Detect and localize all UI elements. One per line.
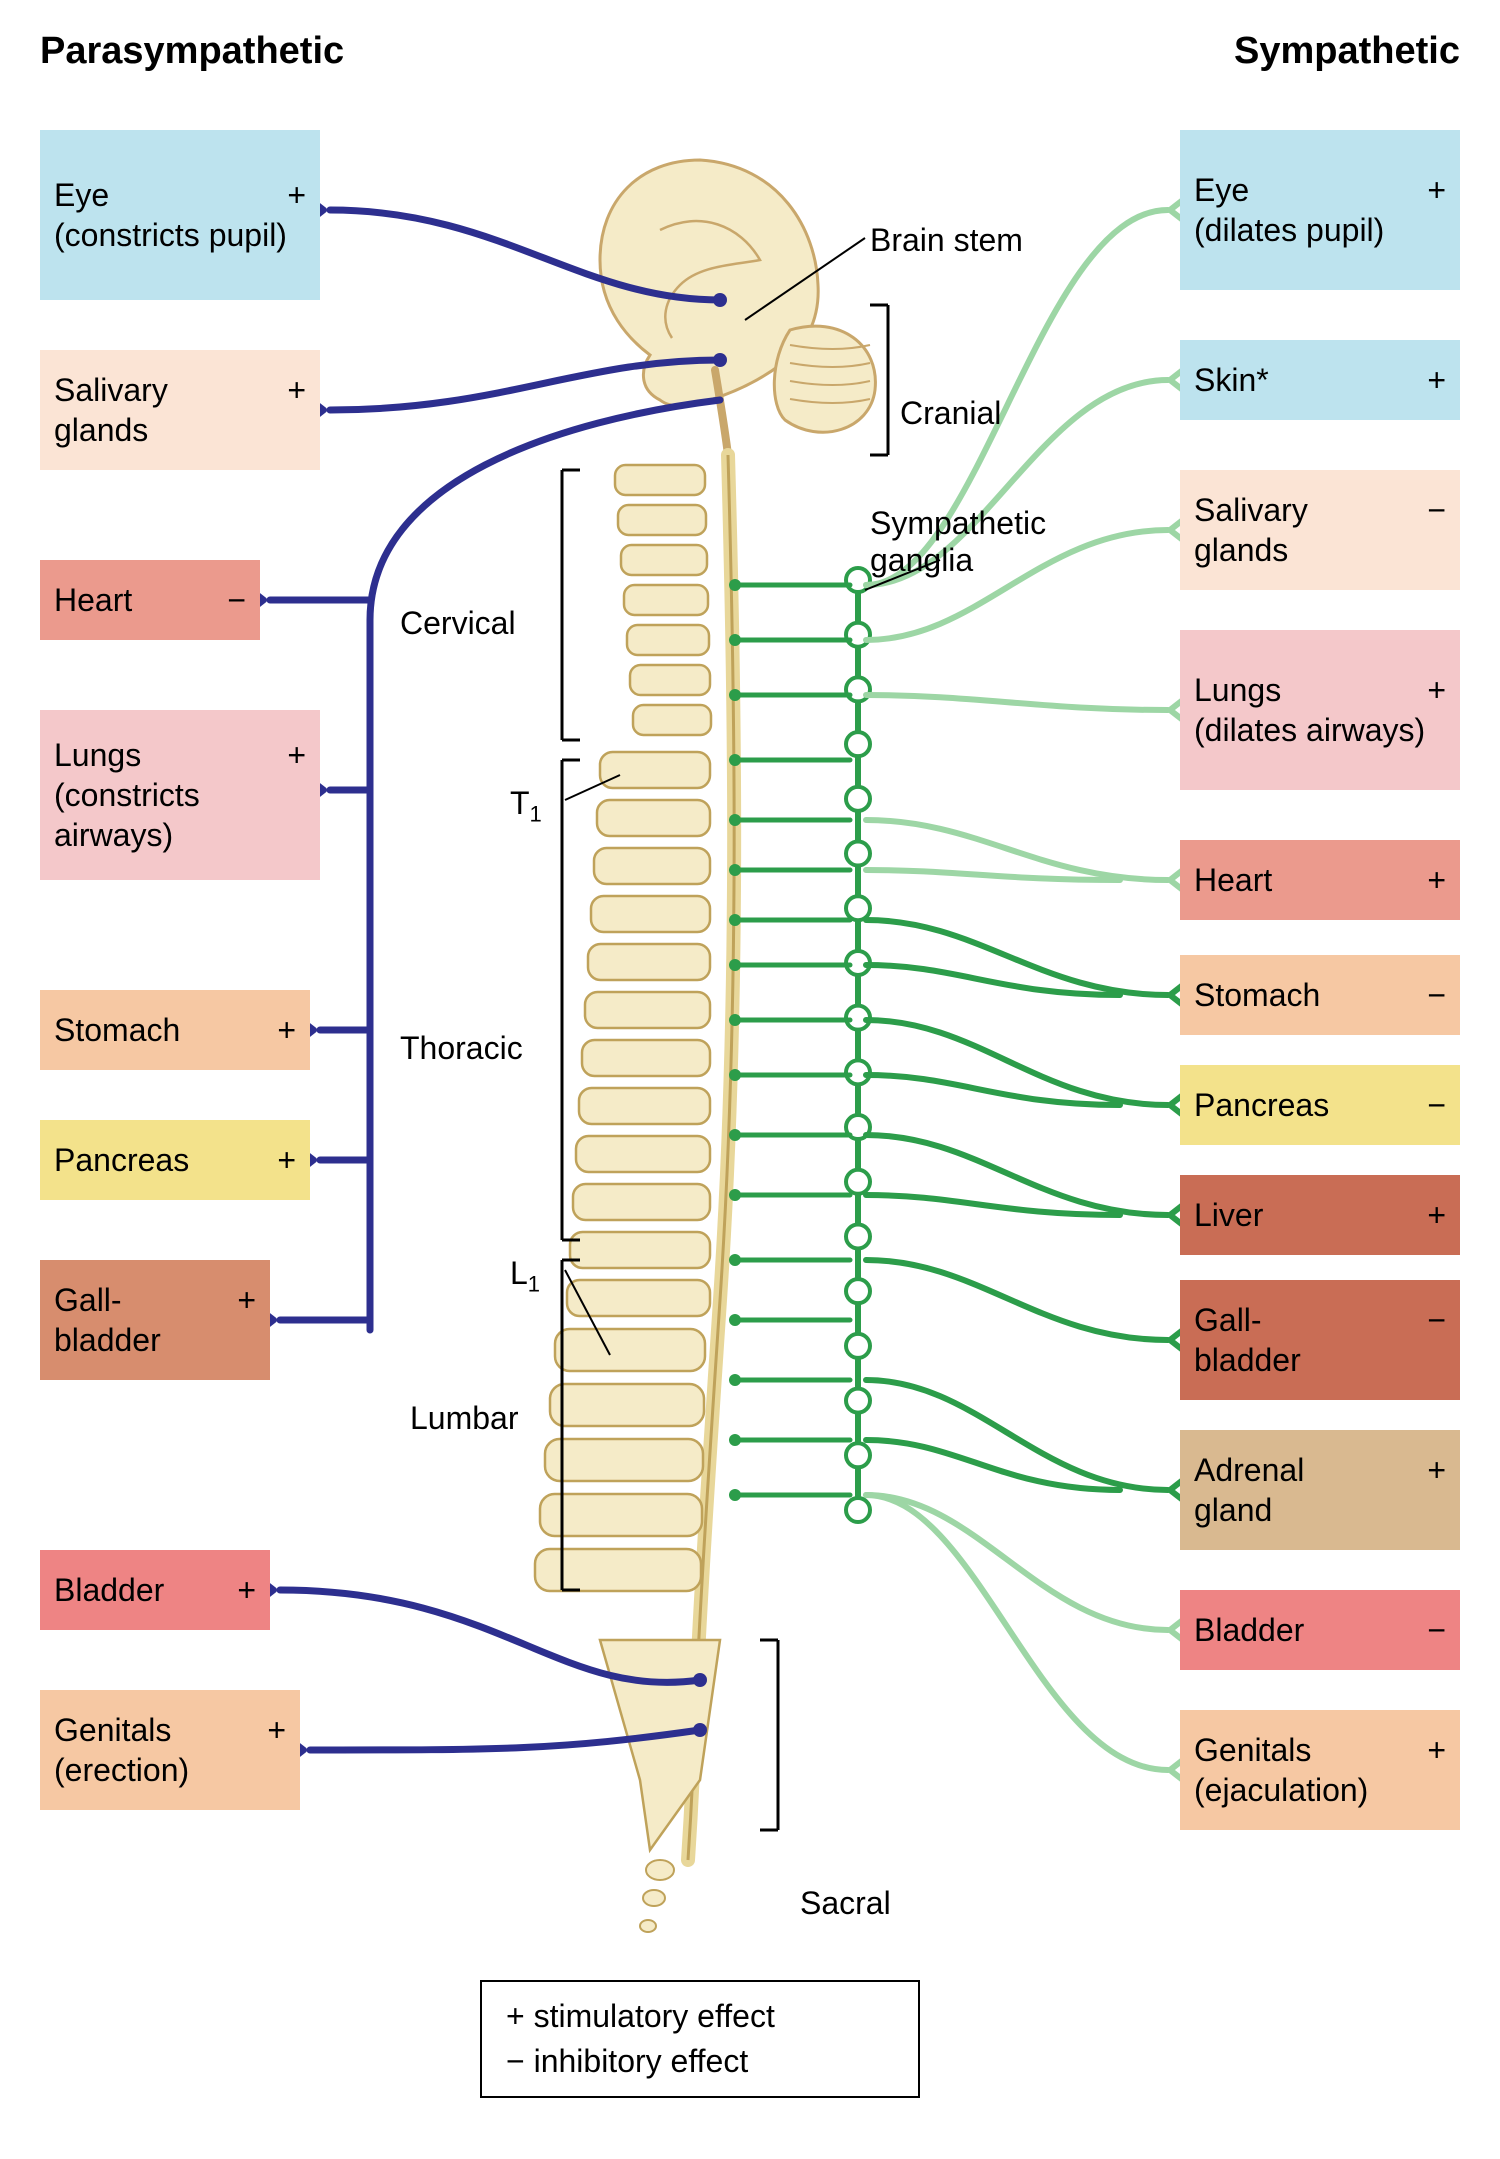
spine-label-4: T1 xyxy=(510,785,542,827)
para-box-gallbladder: Gall-bladder+ xyxy=(40,1260,270,1380)
para-box-bladder: Bladder+ xyxy=(40,1550,270,1630)
spine-label-3: Cervical xyxy=(400,605,516,642)
spine-label-2: Sympatheticganglia xyxy=(870,505,1046,579)
symp-box-lungs: Lungs+(dilates airways) xyxy=(1180,630,1460,790)
para-box-heart: Heart− xyxy=(40,560,260,640)
symp-box-bladder: Bladder− xyxy=(1180,1590,1460,1670)
legend-line-1: + stimulatory effect xyxy=(506,1994,894,2039)
spine-label-0: Brain stem xyxy=(870,222,1023,259)
title-right: Sympathetic xyxy=(1234,30,1460,73)
symp-box-gallbladder: Gall-bladder− xyxy=(1180,1280,1460,1400)
para-box-salivary: Salivary+glands xyxy=(40,350,320,470)
spine-label-5: Thoracic xyxy=(400,1030,523,1067)
symp-box-genitals: Genitals+(ejaculation) xyxy=(1180,1710,1460,1830)
symp-box-skin: Skin*+ xyxy=(1180,340,1460,420)
legend-line-2: − inhibitory effect xyxy=(506,2039,894,2084)
symp-box-heart: Heart+ xyxy=(1180,840,1460,920)
para-box-lungs: Lungs+(constricts airways) xyxy=(40,710,320,880)
symp-box-adrenal: Adrenal+gland xyxy=(1180,1430,1460,1550)
symp-box-pancreas: Pancreas− xyxy=(1180,1065,1460,1145)
spine-label-6: L1 xyxy=(510,1255,540,1297)
legend-box: + stimulatory effect − inhibitory effect xyxy=(480,1980,920,2098)
spine-label-8: Sacral xyxy=(800,1885,891,1922)
para-box-genitals: Genitals+(erection) xyxy=(40,1690,300,1810)
title-left: Parasympathetic xyxy=(40,30,344,73)
para-box-eye: Eye+(constricts pupil) xyxy=(40,130,320,300)
para-box-pancreas: Pancreas+ xyxy=(40,1120,310,1200)
para-box-stomach: Stomach+ xyxy=(40,990,310,1070)
spine-label-7: Lumbar xyxy=(410,1400,519,1437)
symp-box-salivary: Salivary−glands xyxy=(1180,470,1460,590)
symp-box-stomach: Stomach− xyxy=(1180,955,1460,1035)
symp-box-eye: Eye+(dilates pupil) xyxy=(1180,130,1460,290)
symp-box-liver: Liver+ xyxy=(1180,1175,1460,1255)
spine-label-1: Cranial xyxy=(900,395,1001,432)
